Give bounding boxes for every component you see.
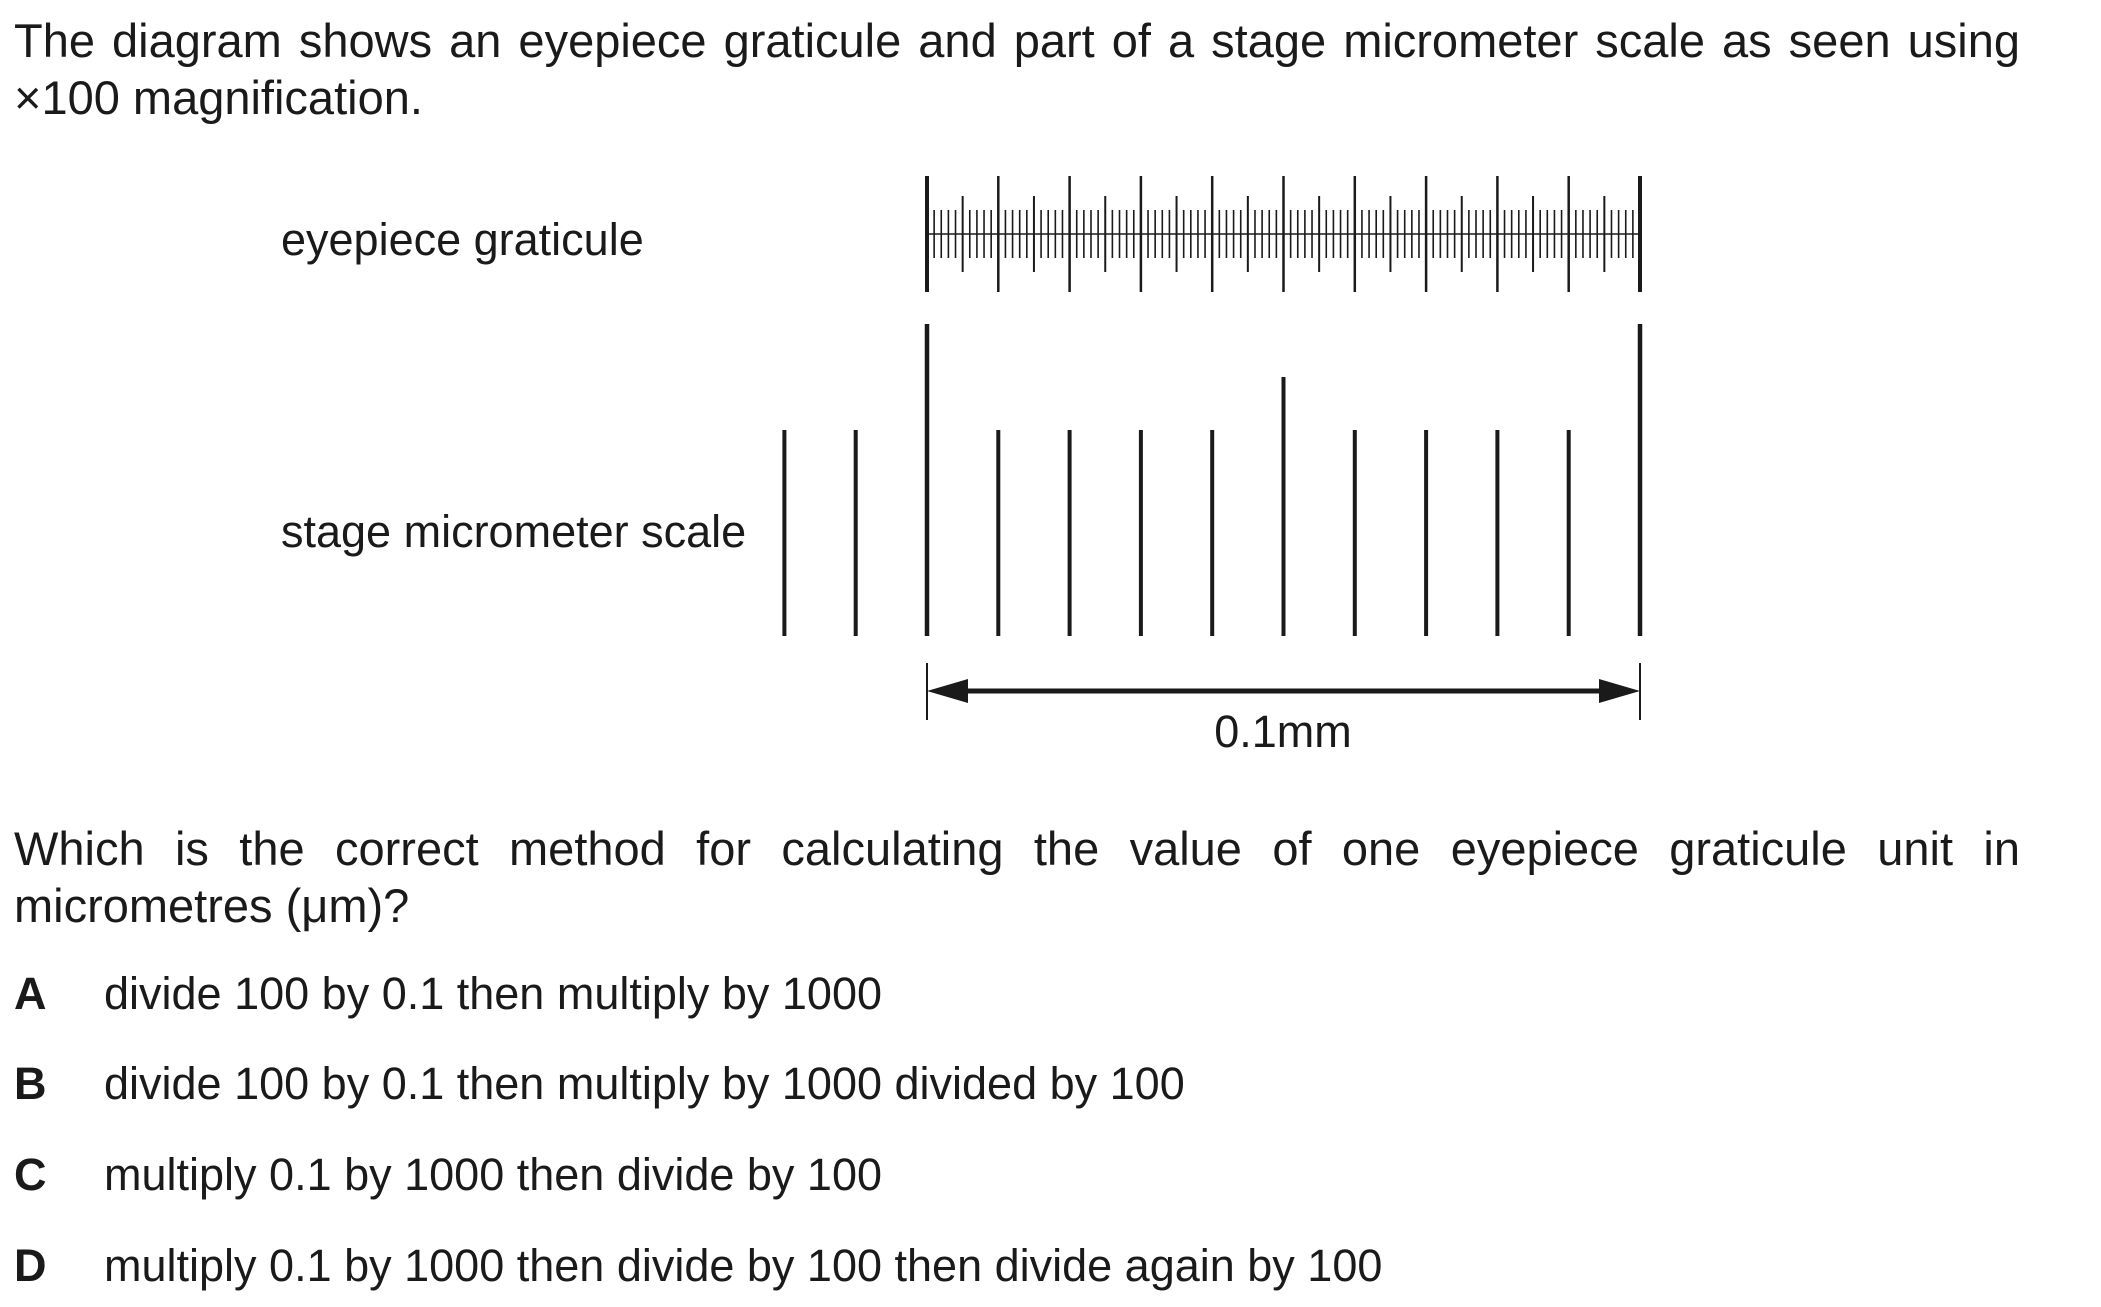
question-line-2: micrometres (μm)? (14, 879, 410, 932)
option-a-text[interactable]: divide 100 by 0.1 then multiply by 1000 (104, 968, 883, 1019)
measurement-label: 0.1mm (1214, 706, 1352, 757)
arrow-head-left (927, 679, 968, 703)
option-c-letter[interactable]: C (14, 1149, 47, 1200)
eyepiece-graticule-scale (925, 176, 1642, 292)
measurement-arrow: 0.1mm (926, 663, 1641, 757)
graticule-label: eyepiece graticule (281, 214, 644, 265)
option-c-text[interactable]: multiply 0.1 by 1000 then divide by 100 (104, 1149, 883, 1200)
intro-line-1: The diagram shows an eyepiece graticule … (14, 14, 2020, 67)
option-d-letter[interactable]: D (14, 1240, 47, 1291)
option-d-text[interactable]: multiply 0.1 by 1000 then divide by 100 … (104, 1240, 1383, 1291)
graticule-diagram: 0.1mm (782, 176, 1643, 757)
stage-micrometer-scale (782, 324, 1643, 636)
question-text: Which is the correct method for calculat… (14, 820, 2020, 934)
question-line-1: Which is the correct method for calculat… (14, 822, 2020, 875)
option-b-text[interactable]: divide 100 by 0.1 then multiply by 1000 … (104, 1058, 1185, 1109)
arrow-head-right (1599, 679, 1640, 703)
question-intro: The diagram shows an eyepiece graticule … (14, 12, 2020, 126)
option-b-letter[interactable]: B (14, 1058, 47, 1109)
intro-line-2: ×100 magnification. (14, 71, 423, 124)
option-a-letter[interactable]: A (14, 968, 47, 1019)
stage-micrometer-label: stage micrometer scale (281, 506, 747, 557)
